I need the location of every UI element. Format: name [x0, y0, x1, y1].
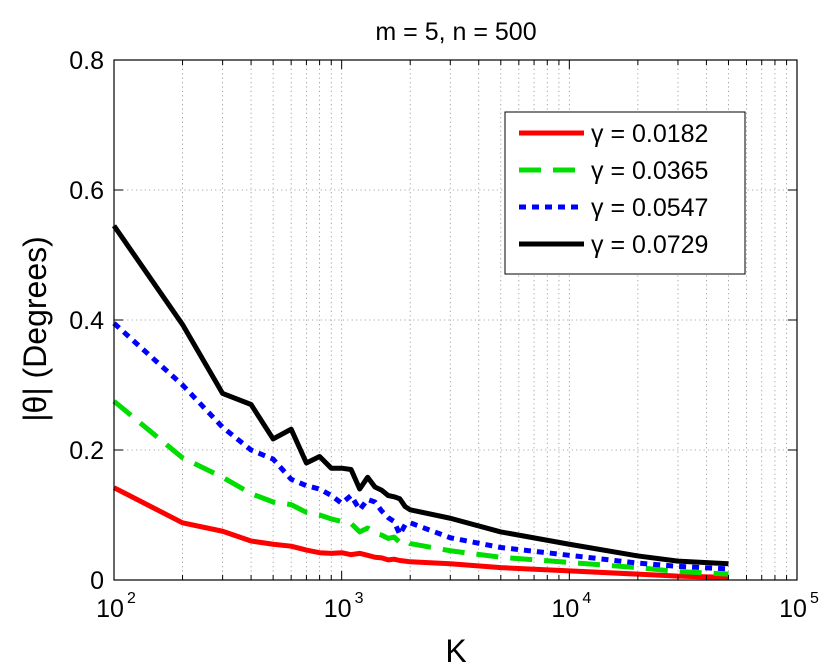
y-tick-label: 0.6	[69, 177, 104, 205]
series-line-4	[111, 224, 729, 567]
y-tick-label: 0.8	[69, 47, 104, 75]
series-line-2	[112, 399, 729, 577]
chart-title: m = 5, n = 500	[375, 18, 536, 46]
x-tick-exponent: 4	[582, 590, 591, 607]
legend-label-3: γ = 0.0547	[591, 194, 708, 222]
x-tick-label: 10	[551, 595, 579, 623]
legend-label-4: γ = 0.0729	[591, 231, 708, 259]
x-axis-title: K	[445, 633, 466, 669]
legend-box	[504, 111, 746, 275]
series-lines	[111, 224, 729, 580]
x-tick-label: 10	[96, 595, 124, 623]
y-axis-title: |θ| (Degrees)	[17, 236, 53, 422]
y-tick-label: 0.4	[69, 307, 104, 335]
legend-label-2: γ = 0.0365	[591, 157, 708, 185]
series-line-3	[112, 321, 729, 572]
x-tick-exponent: 3	[355, 590, 364, 607]
x-tick-exponent: 5	[810, 590, 819, 607]
legend: γ = 0.0182 γ = 0.0365 γ = 0.0547 γ = 0.0729	[504, 111, 746, 275]
grid-lines	[114, 60, 797, 580]
x-tick-label: 10	[324, 595, 352, 623]
legend-label-1: γ = 0.0182	[591, 120, 708, 148]
axis-ticks: 10 2 10 3 10 4 10 500.20.40.60.8	[69, 47, 819, 623]
series-line-1	[112, 485, 729, 580]
x-tick-label: 10	[779, 595, 807, 623]
y-tick-label: 0.2	[69, 437, 104, 465]
y-tick-label: 0	[90, 567, 104, 595]
x-tick-exponent: 2	[127, 590, 136, 607]
